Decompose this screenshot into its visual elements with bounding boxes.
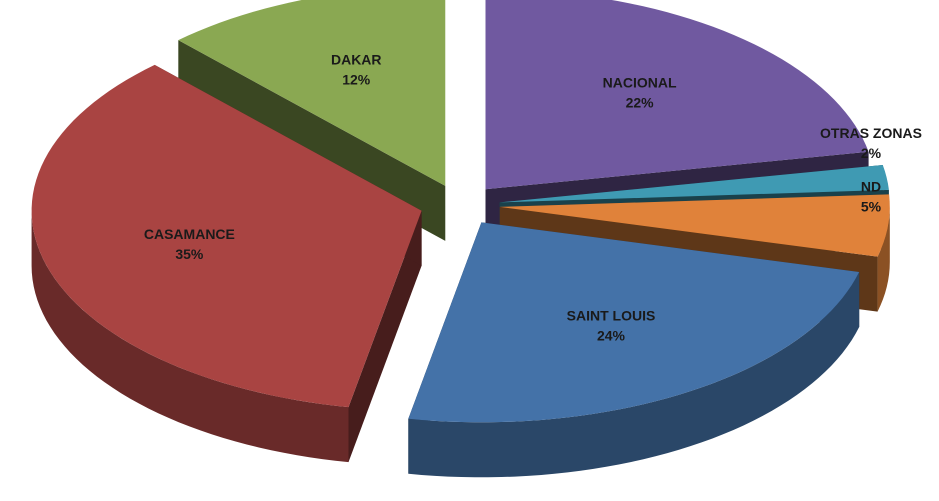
slice-top (408, 222, 860, 423)
slice (408, 222, 860, 478)
slice-top (499, 164, 889, 203)
slice-top (485, 0, 869, 190)
slice-label: CASAMANCE (144, 226, 235, 242)
slice-label: DAKAR (331, 51, 382, 67)
slice (31, 64, 422, 463)
slice-top (178, 0, 446, 186)
slice-value-label: 22% (626, 94, 655, 110)
slice-value-label: 2% (861, 145, 882, 161)
slice-side (31, 210, 349, 463)
slice-value-label: 35% (175, 246, 204, 262)
slice-wall (348, 210, 422, 463)
slice-label: NACIONAL (603, 74, 677, 90)
slice-value-label: 5% (861, 199, 882, 215)
slice-side (408, 272, 860, 478)
slice-side (877, 206, 890, 312)
slice-label: SAINT LOUIS (567, 308, 656, 324)
slice-value-label: 12% (342, 71, 371, 87)
slice-value-label: 24% (597, 328, 626, 344)
slice-label: OTRAS ZONAS (820, 125, 922, 141)
slice-top (31, 64, 422, 408)
slice-top (499, 194, 890, 257)
slice-label: ND (861, 179, 881, 195)
